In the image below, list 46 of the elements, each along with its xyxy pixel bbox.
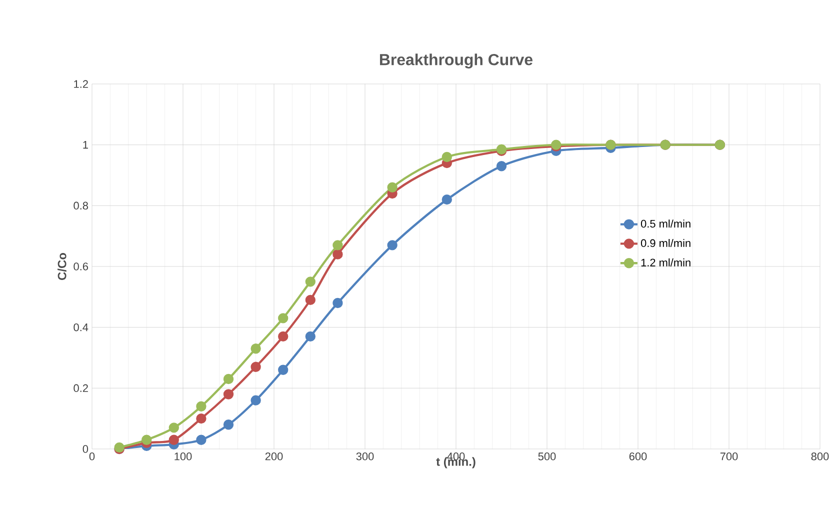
y-tick-label: 1 bbox=[83, 141, 88, 149]
point bbox=[332, 249, 343, 260]
y-tick-label: 0.4 bbox=[74, 323, 88, 332]
point bbox=[305, 294, 316, 306]
legend-label: 0.5 ml/min bbox=[640, 220, 690, 228]
point bbox=[223, 374, 234, 384]
point bbox=[250, 344, 261, 354]
point bbox=[196, 434, 206, 445]
point bbox=[387, 240, 398, 250]
point bbox=[168, 434, 180, 445]
x-tick-label: 100 bbox=[174, 452, 192, 460]
point bbox=[496, 161, 507, 172]
point bbox=[196, 413, 206, 424]
legend-label: 1.2 ml/min bbox=[641, 258, 690, 266]
point bbox=[305, 331, 316, 342]
x-tick-label: 700 bbox=[720, 452, 738, 460]
point bbox=[442, 152, 452, 162]
chart-title: Breakthrough Curve bbox=[380, 54, 532, 68]
x-tick-label: 600 bbox=[629, 452, 647, 460]
point bbox=[223, 389, 234, 400]
y-tick-label: 0.6 bbox=[74, 262, 88, 270]
point bbox=[223, 420, 234, 430]
point bbox=[278, 364, 288, 375]
point bbox=[168, 422, 180, 433]
x-tick-label: 800 bbox=[811, 452, 829, 460]
point bbox=[278, 331, 288, 342]
point bbox=[305, 276, 316, 287]
y-axis-title: C/Co bbox=[58, 253, 66, 280]
point bbox=[196, 401, 206, 412]
point bbox=[387, 182, 398, 192]
point bbox=[332, 240, 343, 250]
y-tick-label: 1.2 bbox=[74, 80, 88, 88]
point bbox=[250, 395, 261, 406]
y-tick-label: 0.2 bbox=[74, 384, 88, 392]
y-tick-label: 0.8 bbox=[74, 202, 88, 210]
point bbox=[442, 194, 452, 205]
point bbox=[278, 313, 288, 324]
point bbox=[250, 362, 261, 372]
legend-label: 0.9 ml/min bbox=[640, 238, 690, 248]
point bbox=[332, 298, 343, 308]
y-tick-label: 0 bbox=[82, 445, 88, 453]
x-tick-label: 300 bbox=[356, 452, 374, 460]
point bbox=[142, 434, 152, 445]
x-tick-label: 0 bbox=[89, 452, 95, 460]
x-tick-label: 200 bbox=[265, 452, 283, 460]
x-tick-label: 500 bbox=[538, 452, 556, 460]
